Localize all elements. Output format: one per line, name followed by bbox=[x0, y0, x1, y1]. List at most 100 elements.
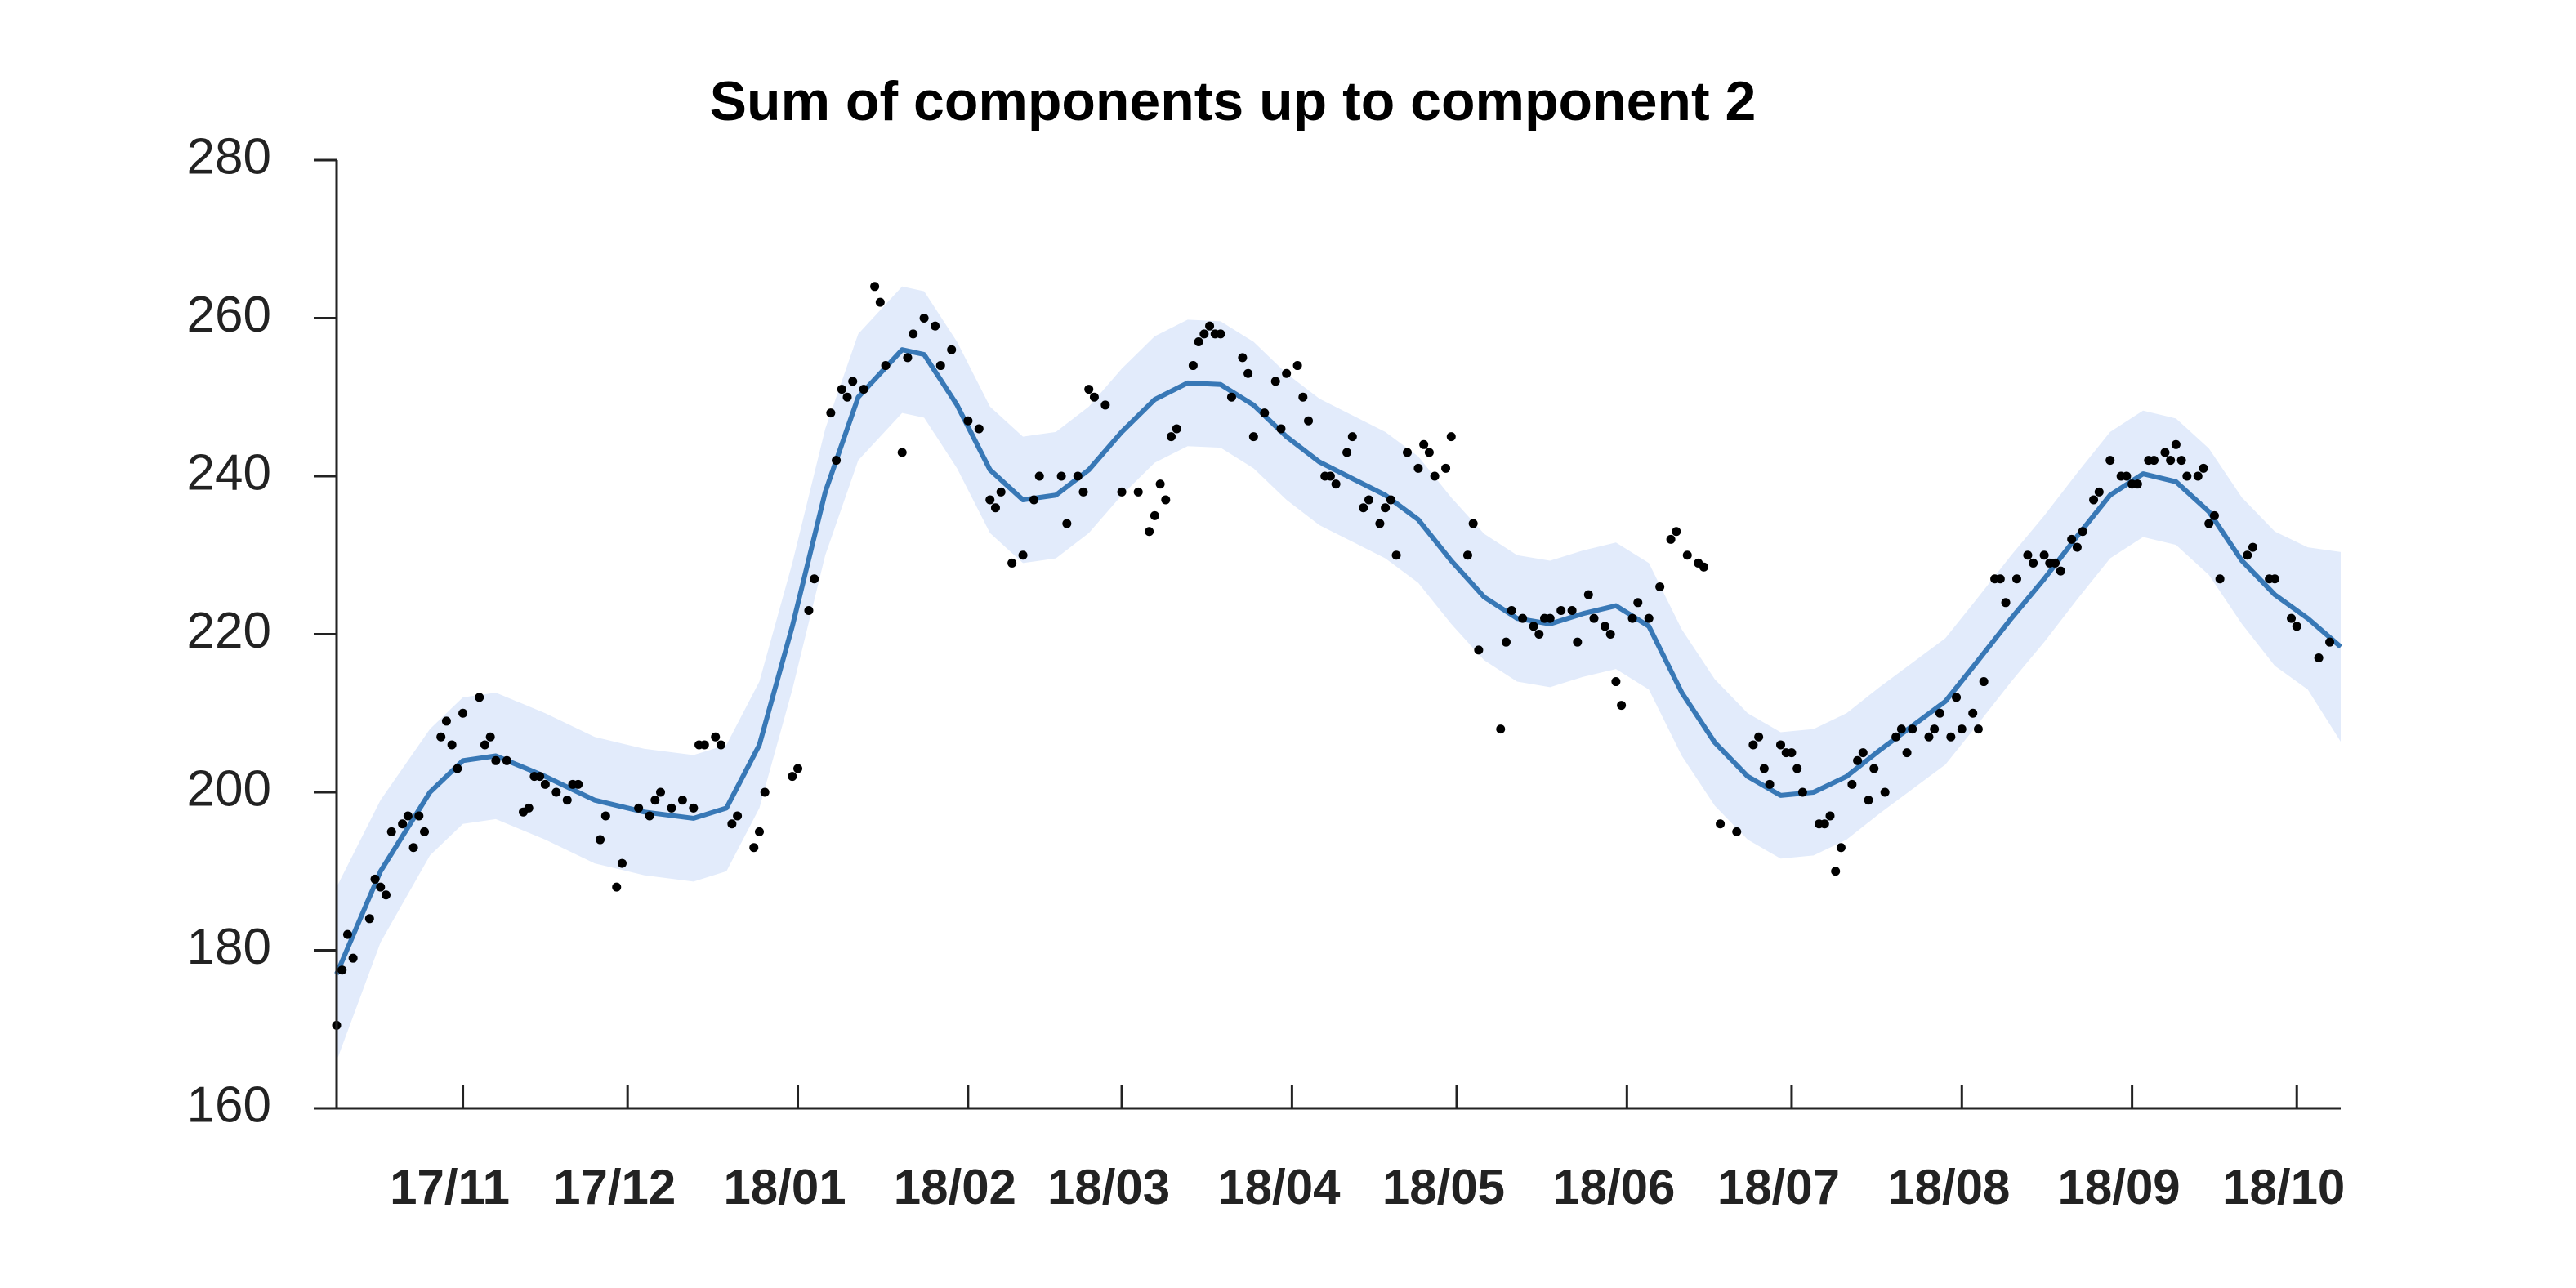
data-point bbox=[2072, 542, 2082, 552]
data-point bbox=[677, 796, 687, 805]
data-point bbox=[2248, 542, 2257, 552]
data-point bbox=[903, 353, 913, 363]
data-point bbox=[990, 503, 1000, 513]
data-point bbox=[931, 321, 940, 331]
y-tick-label: 240 bbox=[187, 444, 271, 501]
data-point bbox=[1260, 408, 1270, 418]
data-point bbox=[1375, 519, 1385, 528]
data-point bbox=[1496, 724, 1506, 734]
x-tick-label: 18/02 bbox=[894, 1160, 1016, 1214]
data-point bbox=[441, 716, 451, 726]
data-point bbox=[2193, 471, 2203, 481]
data-point bbox=[1973, 724, 1983, 734]
data-point bbox=[1056, 471, 1066, 481]
data-point bbox=[1238, 353, 1248, 363]
data-point bbox=[1864, 796, 1873, 805]
data-point bbox=[2215, 574, 2225, 584]
data-point bbox=[1545, 613, 1555, 623]
data-point bbox=[2160, 448, 2170, 457]
data-point bbox=[1716, 819, 1726, 829]
data-point bbox=[1908, 724, 1917, 734]
data-point bbox=[1666, 534, 1676, 544]
data-point bbox=[804, 605, 814, 615]
data-point bbox=[540, 779, 550, 789]
data-point bbox=[2001, 598, 2011, 608]
data-point bbox=[1754, 732, 1764, 742]
x-tick-label: 18/05 bbox=[1382, 1160, 1505, 1214]
data-point bbox=[436, 732, 446, 742]
data-point bbox=[370, 874, 380, 884]
data-point bbox=[1819, 819, 1829, 829]
data-point bbox=[2011, 574, 2021, 584]
data-point bbox=[1902, 748, 1912, 758]
data-point bbox=[1600, 622, 1609, 631]
x-tick-label: 18/04 bbox=[1217, 1160, 1341, 1214]
data-point bbox=[1605, 630, 1615, 639]
data-point bbox=[1205, 321, 1215, 331]
data-point bbox=[447, 740, 457, 750]
data-point bbox=[1930, 724, 1940, 734]
data-point bbox=[2067, 534, 2077, 544]
data-point bbox=[475, 693, 484, 702]
data-point bbox=[1248, 432, 1258, 442]
data-point bbox=[1995, 574, 2005, 584]
data-point bbox=[2176, 456, 2186, 466]
data-point bbox=[881, 361, 891, 371]
data-point bbox=[1413, 463, 1423, 473]
data-point bbox=[985, 495, 995, 505]
data-point bbox=[832, 456, 842, 466]
data-point bbox=[733, 811, 743, 821]
data-point bbox=[919, 314, 929, 323]
x-tick-label: 18/08 bbox=[1887, 1160, 2010, 1214]
data-point bbox=[826, 408, 836, 418]
data-point bbox=[1145, 527, 1154, 537]
data-point bbox=[2029, 558, 2038, 568]
data-point bbox=[1391, 550, 1401, 560]
data-point bbox=[376, 882, 386, 892]
data-point bbox=[2056, 566, 2065, 576]
data-point bbox=[453, 764, 462, 773]
data-point bbox=[414, 811, 424, 821]
x-tick-label: 18/01 bbox=[723, 1160, 846, 1214]
data-point bbox=[1446, 432, 1456, 442]
data-point bbox=[963, 416, 973, 426]
data-point bbox=[337, 965, 347, 975]
data-point bbox=[2023, 550, 2033, 560]
data-point bbox=[1655, 582, 1665, 591]
data-point bbox=[1292, 361, 1302, 371]
data-point bbox=[1298, 392, 1308, 402]
data-point bbox=[2270, 574, 2279, 584]
data-point bbox=[1226, 392, 1236, 402]
data-point bbox=[1935, 708, 1944, 718]
data-point bbox=[535, 772, 545, 782]
x-tick-label: 18/03 bbox=[1047, 1160, 1170, 1214]
data-point bbox=[2132, 479, 2142, 489]
data-point bbox=[1062, 519, 1072, 528]
data-point bbox=[727, 819, 737, 829]
data-point bbox=[612, 882, 622, 892]
data-point bbox=[689, 803, 699, 813]
data-point bbox=[1474, 645, 1484, 655]
data-point bbox=[1611, 677, 1621, 687]
data-point bbox=[1633, 598, 1643, 608]
data-point bbox=[1034, 471, 1044, 481]
data-point bbox=[1891, 732, 1901, 742]
data-point bbox=[1029, 495, 1039, 505]
data-point bbox=[1155, 479, 1165, 489]
data-point bbox=[574, 779, 583, 789]
data-point bbox=[1117, 487, 1127, 497]
x-tick-label: 18/09 bbox=[2058, 1160, 2181, 1214]
data-point bbox=[848, 377, 858, 386]
data-point bbox=[909, 329, 918, 339]
data-point bbox=[2150, 456, 2159, 466]
data-point bbox=[403, 811, 413, 821]
data-point bbox=[716, 740, 725, 750]
data-point bbox=[1194, 337, 1203, 347]
data-point bbox=[408, 843, 418, 853]
data-point bbox=[1831, 867, 1841, 876]
data-point bbox=[1018, 550, 1028, 560]
data-point bbox=[947, 345, 957, 354]
data-point bbox=[897, 448, 907, 457]
data-point bbox=[1682, 550, 1692, 560]
